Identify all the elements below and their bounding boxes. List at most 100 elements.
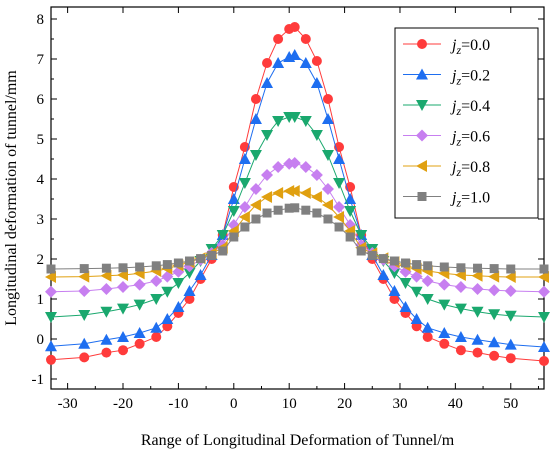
series-layer [45,22,550,366]
data-point [378,254,388,264]
data-point [504,338,517,350]
data-point [471,269,483,282]
data-point [423,261,433,271]
data-point [272,116,285,127]
data-point [183,268,196,279]
data-point [133,299,146,311]
data-point [218,246,228,256]
y-tick-label: 3 [37,212,45,228]
data-point [489,350,500,361]
data-point [421,294,434,305]
data-point [312,208,322,218]
data-point [454,331,467,342]
data-point [117,303,130,315]
data-point [162,260,172,270]
data-point [261,169,274,181]
legend-marker [417,192,427,201]
data-point [438,278,451,291]
data-point [262,58,273,68]
data-point [151,261,161,271]
data-point [299,116,312,127]
data-point [438,327,451,338]
data-point [377,269,390,280]
data-point [333,201,346,213]
data-point [172,278,185,289]
data-point [272,187,284,199]
legend-marker [416,68,428,80]
data-point [261,77,274,88]
data-point [100,283,113,295]
legend-label: jz=0.8 [450,159,490,179]
y-tick-label: 4 [37,172,45,188]
data-point [344,206,357,217]
data-point [150,321,163,333]
data-point [454,303,467,315]
y-tick-label: 0 [37,332,45,348]
legend-marker [416,160,427,172]
data-point [504,310,517,322]
data-point [488,336,501,348]
data-point [78,285,91,297]
x-tick-label: 30 [392,396,407,412]
data-point [299,57,312,68]
data-point [504,285,517,297]
data-point [539,264,549,274]
data-point [489,264,499,274]
data-point [135,262,145,272]
data-point [401,258,411,268]
data-point [272,57,285,68]
data-point [471,283,484,295]
data-point [488,309,501,321]
x-tick-label: 20 [337,396,352,412]
data-point [229,232,239,242]
data-point [262,208,272,218]
x-tick-label: -30 [58,396,78,412]
data-point [45,285,57,298]
data-point [388,285,401,296]
data-point [118,263,128,273]
legend-marker [417,39,427,49]
data-point [78,337,91,349]
legend-marker [416,129,428,142]
data-point [133,327,146,338]
data-point [456,263,466,273]
legend-box [394,27,539,219]
legend-item: jz=0.0 [403,37,490,57]
data-point [261,130,274,141]
data-point [301,205,311,215]
data-point [367,250,377,260]
data-point [151,332,162,342]
data-point [471,333,484,345]
legend-item: jz=0.2 [403,68,490,88]
data-point [238,153,251,164]
data-point [183,285,196,296]
data-point [238,211,250,223]
data-point [299,187,311,199]
data-point [173,258,183,268]
data-point [472,347,483,358]
data-point [46,264,56,274]
data-point [538,285,550,298]
data-point [438,299,451,311]
legend-label: jz=0.0 [450,37,490,57]
data-point [506,264,516,274]
data-point [488,284,501,297]
data-point [150,294,163,305]
data-point [421,275,434,287]
y-tick-label: 6 [37,92,45,108]
data-point [79,264,89,274]
data-point [321,113,334,124]
data-point [238,201,251,213]
data-point [284,203,294,213]
data-point [439,338,450,349]
legend-item: jz=0.4 [403,98,490,118]
legend-marker [416,100,428,111]
series-4 [45,157,550,298]
data-point [273,205,283,215]
data-point [410,286,423,298]
data-point [321,199,333,211]
data-point [422,332,433,342]
data-point [311,56,322,66]
data-point [227,206,240,217]
